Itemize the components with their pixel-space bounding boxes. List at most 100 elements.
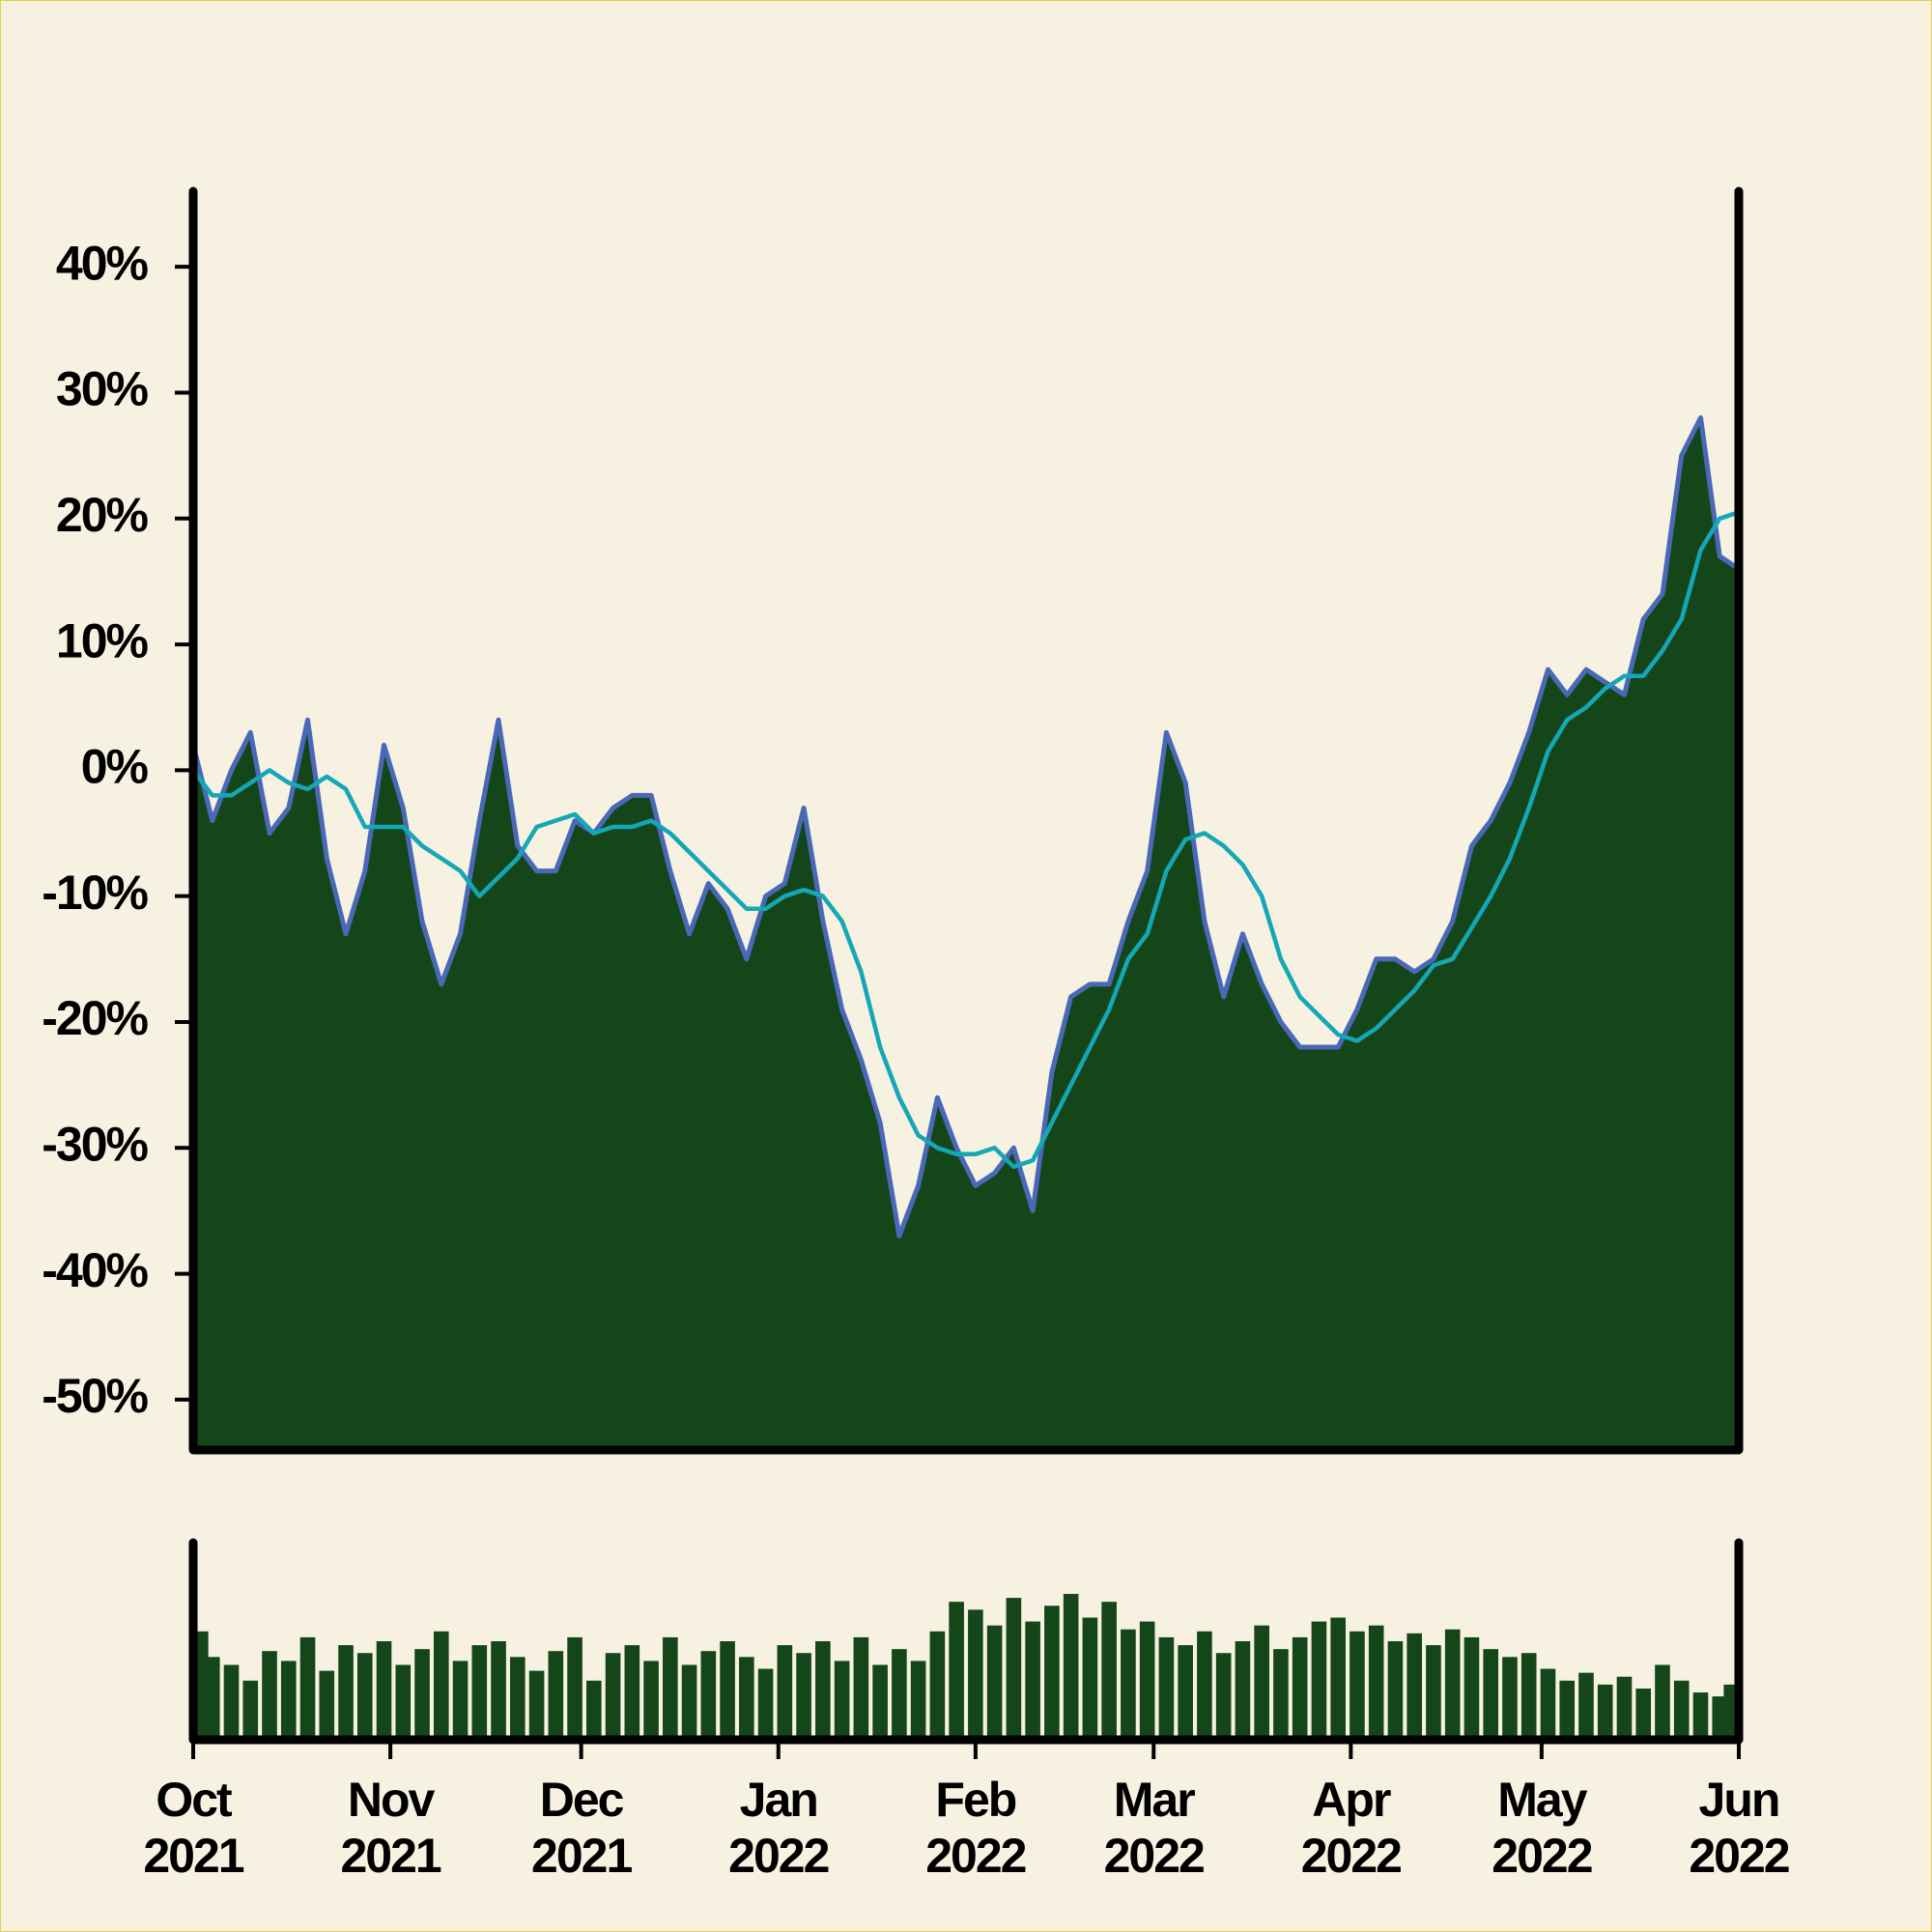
volume-bar — [1235, 1641, 1251, 1740]
volume-bar — [395, 1664, 412, 1740]
volume-bar — [1463, 1636, 1480, 1740]
volume-bar — [1426, 1645, 1441, 1740]
x-tick-label: Mar 2022 — [1104, 1773, 1204, 1883]
volume-bar — [872, 1664, 888, 1740]
volume-bar — [509, 1657, 526, 1740]
x-tick-label-line: 2021 — [531, 1829, 632, 1883]
area — [193, 417, 1739, 1450]
volume-bar — [1578, 1672, 1594, 1740]
volume-bar — [757, 1668, 774, 1740]
volume-bar — [815, 1641, 831, 1740]
volume-bar — [681, 1664, 697, 1740]
y-tick-label: -40% — [42, 1243, 148, 1297]
volume-bar — [739, 1657, 754, 1740]
x-tick-label-line: 2022 — [1104, 1829, 1204, 1883]
volume-bar — [567, 1636, 582, 1740]
y-tick-label: 10% — [56, 613, 149, 668]
x-tick-label-line: 2022 — [1689, 1829, 1788, 1883]
volume-bar — [1025, 1621, 1040, 1740]
x-tick-label-line: 2022 — [925, 1829, 1025, 1883]
x-tick-label-line: Nov — [348, 1773, 436, 1827]
volume-bar — [853, 1636, 869, 1740]
volume-bar — [1101, 1602, 1117, 1740]
x-tick-label-line: Oct — [156, 1773, 233, 1827]
volume-bar — [280, 1661, 297, 1740]
volume-bar — [433, 1631, 449, 1740]
volume-bar — [299, 1636, 316, 1740]
x-tick-label-line: Apr — [1312, 1773, 1391, 1827]
volume-bar — [777, 1645, 793, 1740]
volume-bar — [910, 1661, 926, 1740]
volume-bar — [700, 1651, 717, 1740]
volume-bar — [1292, 1636, 1308, 1740]
volume-bar — [1178, 1645, 1193, 1740]
x-tick-label: Oct 2021 — [143, 1773, 243, 1883]
volume-bar — [834, 1661, 850, 1740]
volume-bar — [223, 1664, 240, 1740]
x-tick-label: May 2022 — [1492, 1773, 1591, 1883]
volume-bar — [471, 1645, 488, 1740]
x-tick-label-line: 2021 — [143, 1829, 243, 1883]
volume-bar — [1254, 1625, 1269, 1740]
volume-bar — [1559, 1680, 1576, 1740]
volume-bar — [892, 1649, 907, 1740]
volume-bar — [1673, 1680, 1690, 1740]
volume-bar — [1082, 1617, 1098, 1740]
volume-bar — [949, 1602, 964, 1740]
y-tick-label: 20% — [56, 488, 149, 542]
y-tick-label: 30% — [56, 362, 149, 416]
y-tick-label: -30% — [42, 1117, 148, 1171]
volume-bar — [1406, 1633, 1423, 1740]
volume-bar — [1044, 1605, 1060, 1740]
volume-bar — [414, 1649, 430, 1740]
x-tick-label-line: Dec — [540, 1773, 624, 1827]
volume-bar — [491, 1641, 506, 1740]
x-tick-label: Dec 2021 — [531, 1773, 632, 1883]
volume-bar — [1215, 1653, 1232, 1740]
x-tick-label: Nov 2021 — [340, 1773, 440, 1883]
volume-bar — [643, 1661, 659, 1740]
x-tick-label-line: Feb — [935, 1773, 1015, 1827]
volume-bar — [1197, 1631, 1212, 1740]
volume-bar — [1368, 1625, 1384, 1740]
volume-bar — [319, 1670, 335, 1740]
axis-frame — [188, 1538, 1744, 1745]
volume-bar — [204, 1657, 220, 1740]
moving-average-line — [191, 510, 1740, 1170]
volume-bar — [720, 1641, 735, 1740]
volume-bar — [242, 1680, 259, 1740]
volume-bar — [929, 1631, 946, 1740]
volume-bar — [1616, 1676, 1633, 1740]
volume-bar — [586, 1680, 602, 1740]
volume-bar — [986, 1625, 1003, 1740]
volume-bar — [1444, 1629, 1461, 1740]
y-tick-label: 40% — [56, 236, 149, 290]
axis-frame — [188, 186, 1744, 1455]
x-tick-label-line: Jun — [1699, 1773, 1779, 1827]
volume-bar — [1063, 1594, 1079, 1740]
area-outline — [190, 415, 1741, 1238]
volume-bar — [1158, 1636, 1175, 1740]
volume-bar — [1330, 1617, 1346, 1740]
volume-bar — [262, 1651, 277, 1740]
x-tick-label-line: 2022 — [1492, 1829, 1591, 1883]
x-tick-label: Apr 2022 — [1301, 1773, 1401, 1883]
x-tick-label: Jun 2022 — [1689, 1773, 1788, 1883]
volume-bar — [528, 1670, 545, 1740]
volume-bar — [1483, 1649, 1499, 1740]
y-tick-label: 0% — [81, 740, 149, 794]
volume-bar — [624, 1645, 640, 1740]
volume-bar — [663, 1636, 678, 1740]
volume-bar — [605, 1653, 621, 1740]
volume-bar — [1520, 1653, 1537, 1740]
x-tick-label-line: 2022 — [1301, 1829, 1401, 1883]
y-tick-label: -20% — [42, 991, 148, 1045]
x-tick-label-line: 2021 — [340, 1829, 440, 1883]
volume-bar — [1350, 1631, 1365, 1740]
volume-bar — [452, 1661, 469, 1740]
y-tick-label: -10% — [42, 866, 148, 920]
x-tick-label-line: May — [1497, 1773, 1587, 1827]
x-tick-label-line: Jan — [740, 1773, 817, 1827]
x-tick-label-line: 2022 — [728, 1829, 828, 1883]
